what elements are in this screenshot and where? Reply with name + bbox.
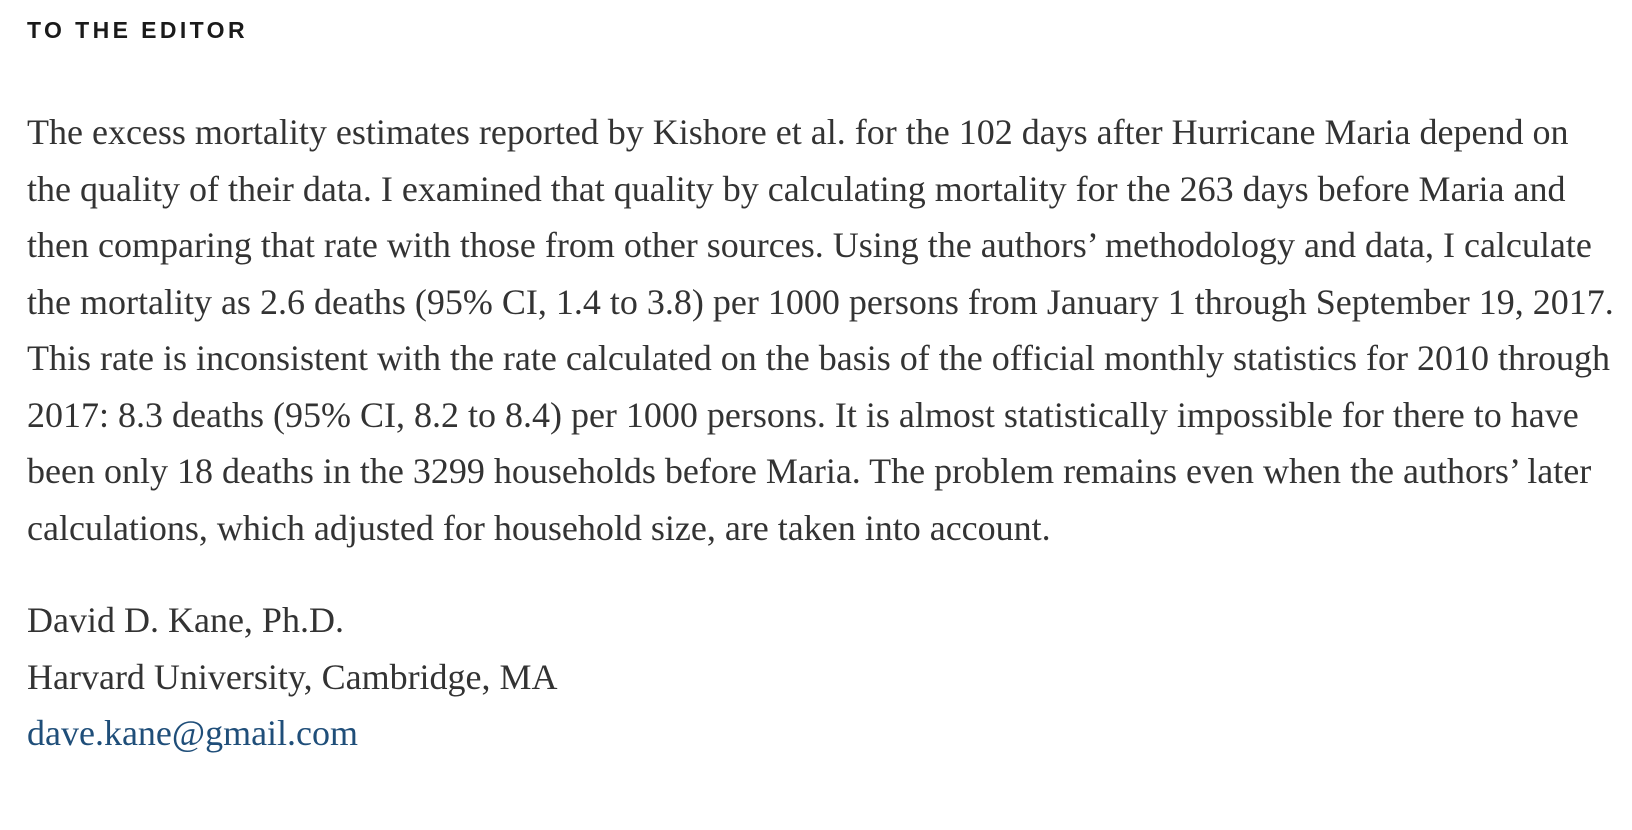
author-email-link[interactable]: dave.kane@gmail.com (27, 713, 359, 753)
author-affiliation: Harvard University, Cambridge, MA (27, 656, 558, 697)
author-name: David D. Kane, Ph.D. (27, 600, 344, 640)
letter-body: The excess mortality estimates reported … (27, 112, 1614, 548)
signature-block: David D. Kane, Ph.D. Harvard University,… (27, 592, 1617, 762)
letter-page: TO THE EDITOR The excess mortality estim… (27, 0, 1617, 762)
section-label: TO THE EDITOR (27, 17, 248, 43)
